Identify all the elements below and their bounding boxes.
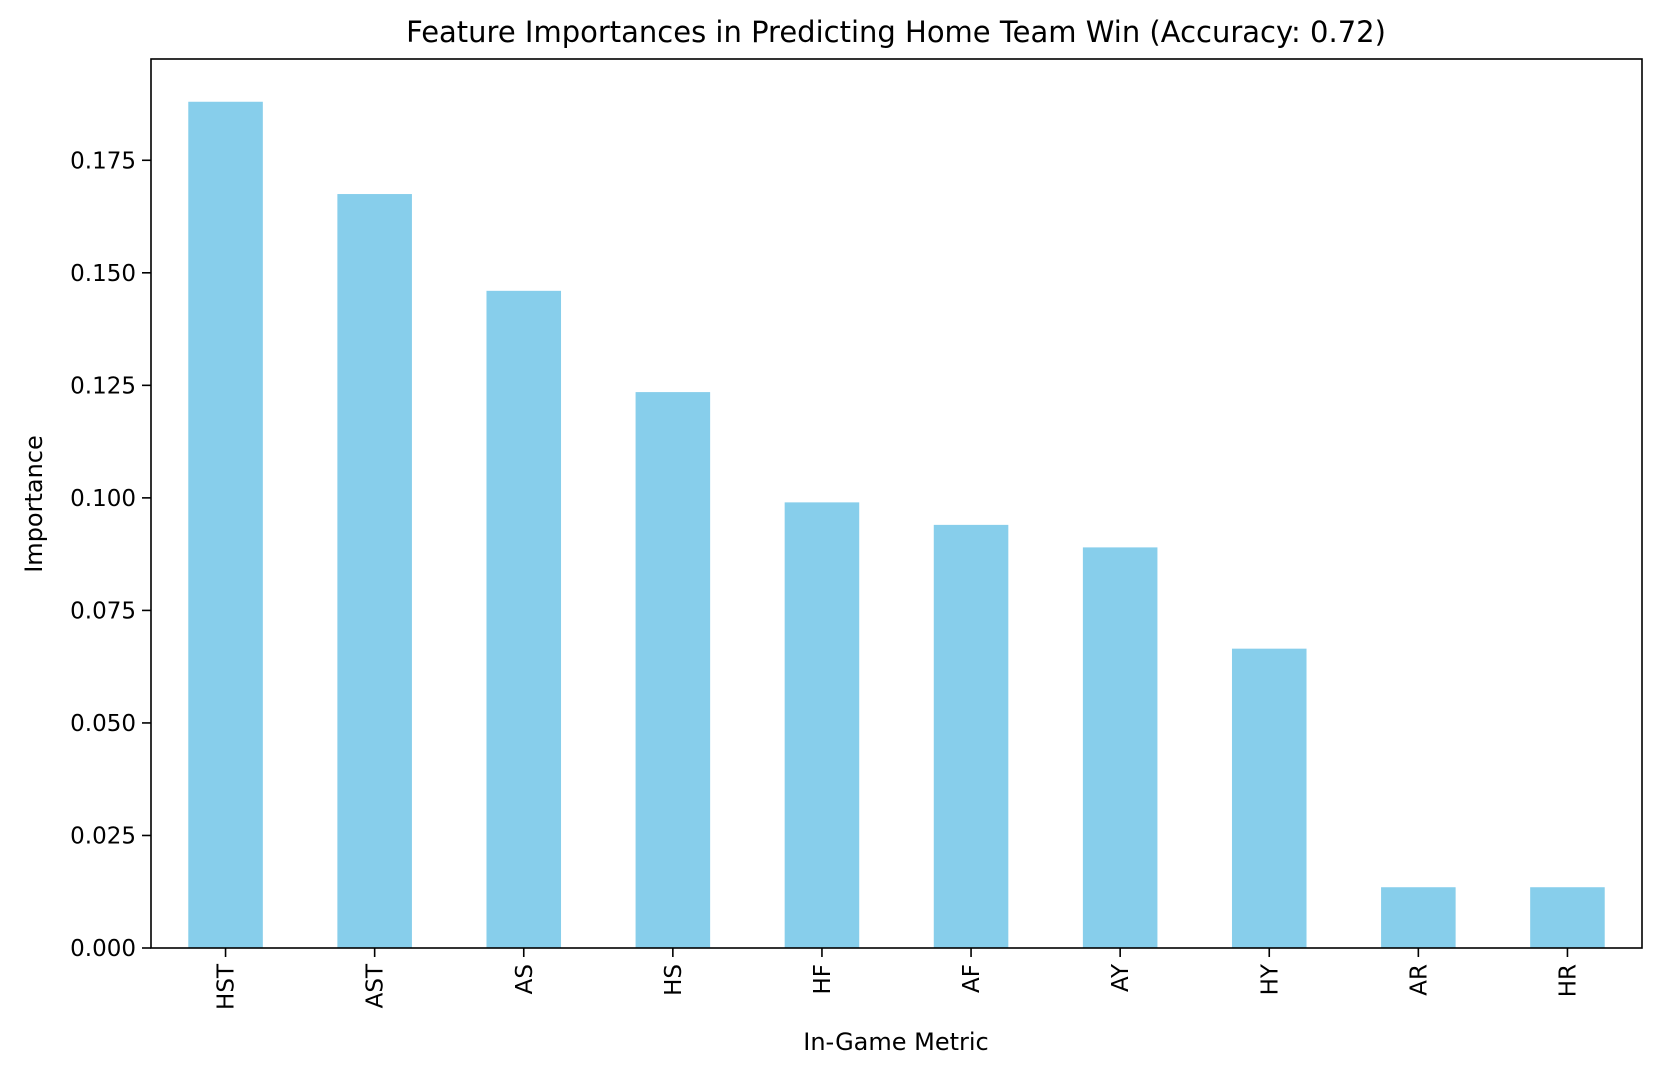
x-tick-label-af: AF xyxy=(959,964,985,993)
y-tick-label: 0.000 xyxy=(70,936,136,962)
y-axis-ticks: 0.000 0.025 0.050 0.075 0.100 0.125 0.150 0.175 xyxy=(70,148,151,962)
x-axis-ticks: HST AST AS HS HF AF AY HY AR HR xyxy=(214,948,1581,1010)
x-tick-label-as: AS xyxy=(512,964,538,994)
plot-area-frame xyxy=(150,58,1643,949)
y-tick-label: 0.150 xyxy=(70,261,136,287)
x-tick-label-hst: HST xyxy=(214,963,240,1010)
x-tick-label-hs: HS xyxy=(661,964,687,996)
chart-title: Feature Importances in Predicting Home T… xyxy=(406,15,1386,49)
x-tick-label-ar: AR xyxy=(1406,964,1432,996)
bar-hf xyxy=(784,502,860,948)
x-tick-label-ast: AST xyxy=(363,963,389,1008)
y-axis-label: Importance xyxy=(20,435,48,573)
x-axis-label: In-Game Metric xyxy=(803,1028,989,1056)
x-tick-label-hf: HF xyxy=(810,964,836,995)
bar-hr xyxy=(1530,887,1605,948)
bar-as xyxy=(486,290,562,948)
y-tick-label: 0.025 xyxy=(70,823,136,849)
x-tick-label-ay: AY xyxy=(1108,963,1134,992)
bar-hy xyxy=(1231,648,1307,948)
bar-af xyxy=(933,524,1009,948)
bar-ay xyxy=(1082,547,1158,948)
y-tick-label: 0.075 xyxy=(70,598,136,624)
x-tick-label-hr: HR xyxy=(1555,964,1581,997)
x-tick-label-hy: HY xyxy=(1257,963,1283,995)
y-tick-label: 0.125 xyxy=(70,373,136,399)
y-tick-label: 0.050 xyxy=(70,711,136,737)
bar-ar xyxy=(1381,887,1456,948)
bars-layer xyxy=(188,101,1605,949)
y-tick-label: 0.100 xyxy=(70,486,136,512)
y-tick-label: 0.175 xyxy=(70,148,136,174)
bar-ast xyxy=(337,194,412,949)
bar-hst xyxy=(188,101,263,948)
bar-hs xyxy=(635,392,711,949)
